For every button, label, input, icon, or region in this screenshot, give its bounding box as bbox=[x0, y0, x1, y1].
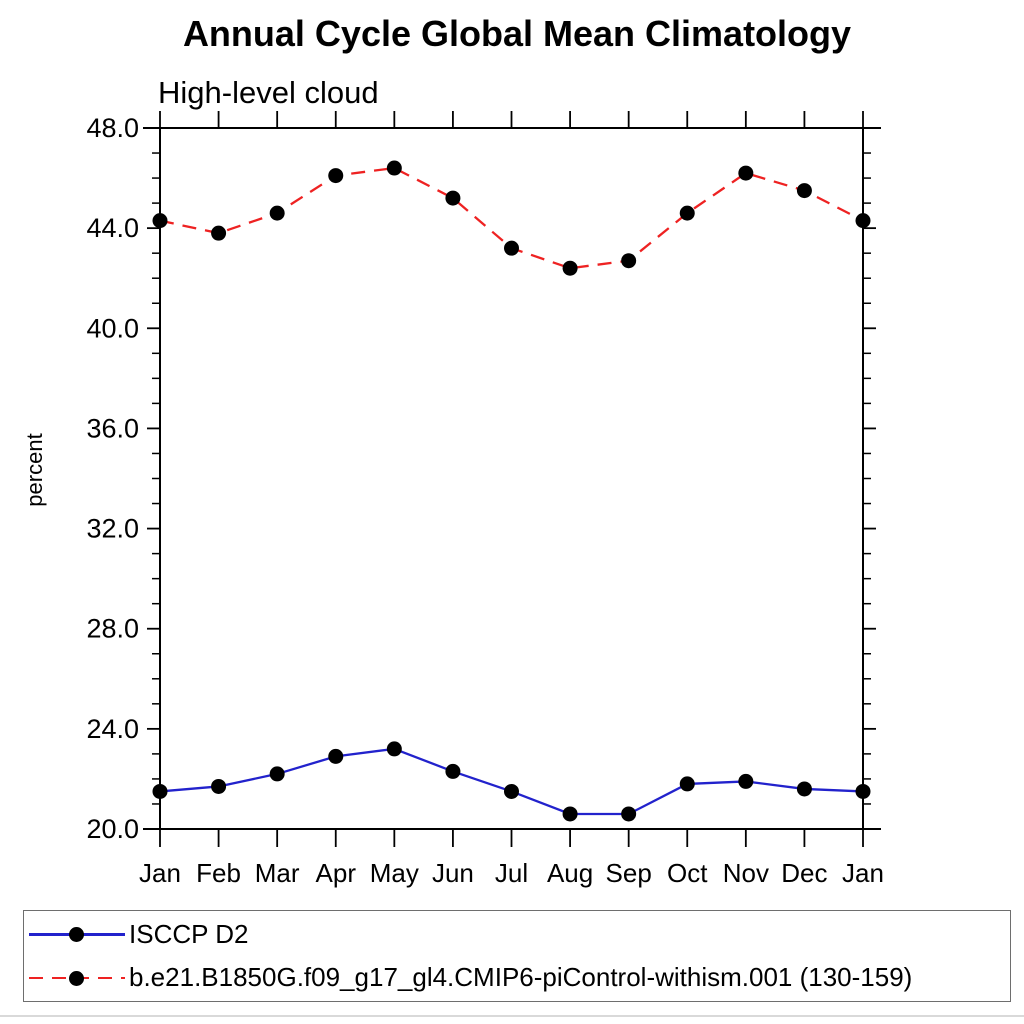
y-axis-tick-label: 24.0 bbox=[86, 714, 139, 744]
x-axis-tick-label: Apr bbox=[316, 858, 357, 888]
data-point-marker bbox=[855, 213, 871, 229]
legend-marker-dot-icon bbox=[69, 927, 84, 943]
data-point-marker bbox=[328, 748, 344, 764]
data-point-marker bbox=[679, 205, 695, 221]
data-point-marker bbox=[269, 766, 285, 782]
x-axis-tick-label: Jun bbox=[432, 858, 474, 888]
y-axis-tick-label: 28.0 bbox=[86, 614, 139, 644]
data-point-marker bbox=[621, 806, 637, 822]
data-point-marker bbox=[386, 160, 402, 176]
x-axis-tick-label: Oct bbox=[667, 858, 708, 888]
data-point-marker bbox=[738, 165, 754, 181]
data-point-marker bbox=[738, 773, 754, 789]
legend-label-observation: ISCCP D2 bbox=[129, 918, 249, 949]
x-axis-tick-label: Aug bbox=[547, 858, 593, 888]
data-point-marker bbox=[328, 168, 344, 184]
x-axis-tick-label: May bbox=[370, 858, 419, 888]
axes-layer: Jan Feb Mar Apr May Jun Jul Aug Sep Oct Nov Dec Jan 4… bbox=[86, 111, 884, 888]
data-point-marker bbox=[562, 806, 578, 822]
x-axis-tick-label: Jan bbox=[139, 858, 181, 888]
x-axis-tick-label: Nov bbox=[723, 858, 769, 888]
legend-marker-dot-icon bbox=[69, 970, 84, 986]
data-point-marker bbox=[386, 741, 402, 757]
data-point-marker bbox=[855, 783, 871, 799]
data-point-marker bbox=[211, 778, 227, 794]
y-axis-tick-label: 44.0 bbox=[86, 213, 139, 243]
legend-entry-model: b.e21.B1850G.f09_g17_gl4.CMIP6-piControl… bbox=[24, 958, 1010, 998]
y-axis-tick-label: 40.0 bbox=[86, 313, 139, 343]
data-point-marker bbox=[445, 190, 461, 206]
x-axis-tick-label: Mar bbox=[255, 858, 300, 888]
x-axis-tick-label: Dec bbox=[781, 858, 827, 888]
page-bottom-divider bbox=[0, 1015, 1024, 1017]
x-axis-tick-label: Jul bbox=[495, 858, 528, 888]
data-point-marker bbox=[152, 783, 168, 799]
x-axis-tick-label: Sep bbox=[606, 858, 652, 888]
data-point-marker bbox=[269, 205, 285, 221]
data-point-marker bbox=[211, 225, 227, 241]
data-point-marker bbox=[796, 183, 812, 199]
data-point-marker bbox=[679, 776, 695, 792]
legend-entry-observation: ISCCP D2 bbox=[24, 914, 1010, 954]
x-axis-tick-label: Feb bbox=[196, 858, 241, 888]
legend: ISCCP D2 b.e21.B1850G.f09_g17_gl4.CMIP6-… bbox=[23, 910, 1011, 1002]
data-point-marker bbox=[621, 253, 637, 269]
legend-line-sample-solid bbox=[29, 926, 125, 943]
data-point-marker bbox=[504, 240, 519, 256]
data-point-marker bbox=[445, 763, 461, 779]
data-point-marker bbox=[562, 260, 578, 276]
y-axis-tick-label: 48.0 bbox=[86, 113, 139, 143]
chart-subtitle: High-level cloud bbox=[158, 75, 379, 110]
data-point-marker bbox=[796, 781, 812, 797]
x-axis-tick-label: Jan bbox=[842, 858, 884, 888]
legend-line-sample-dashed bbox=[29, 970, 125, 986]
data-point-marker bbox=[152, 213, 168, 229]
legend-label-model: b.e21.B1850G.f09_g17_gl4.CMIP6-piControl… bbox=[129, 962, 913, 993]
data-series-layer bbox=[152, 160, 871, 822]
chart-title: Annual Cycle Global Mean Climatology bbox=[183, 13, 851, 54]
series-line-0 bbox=[159, 747, 864, 816]
data-point-marker bbox=[504, 783, 519, 799]
y-axis-tick-label: 20.0 bbox=[86, 814, 139, 844]
y-axis-label: percent bbox=[22, 433, 47, 506]
y-axis-tick-label: 32.0 bbox=[86, 514, 139, 544]
y-axis-tick-label: 36.0 bbox=[86, 413, 139, 443]
